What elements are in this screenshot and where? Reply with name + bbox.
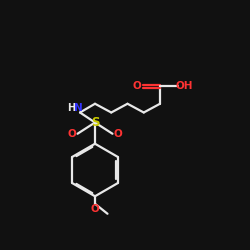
- Text: O: O: [68, 129, 76, 139]
- Text: O: O: [114, 129, 122, 139]
- Text: N: N: [74, 103, 83, 113]
- Text: O: O: [132, 81, 141, 91]
- Text: OH: OH: [176, 81, 193, 91]
- Text: O: O: [90, 204, 100, 214]
- Text: H: H: [67, 103, 75, 113]
- Text: S: S: [91, 116, 99, 129]
